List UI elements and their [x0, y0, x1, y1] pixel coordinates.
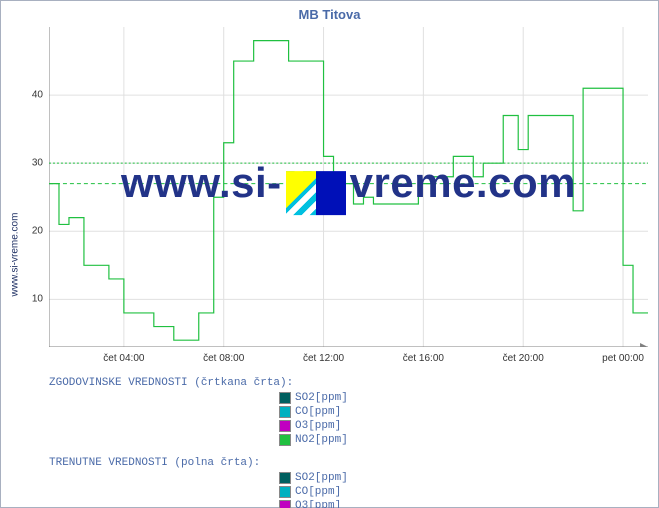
x-tick-label: čet 04:00 — [103, 353, 144, 364]
legend-label: O3[ppm] — [295, 419, 341, 433]
legend-swatch — [279, 486, 291, 498]
y-tick-label: 10 — [32, 294, 43, 305]
chart-title: MB Titova — [1, 7, 658, 22]
legend-swatch — [279, 500, 291, 508]
legend-label: CO[ppm] — [295, 485, 341, 499]
legend: ZGODOVINSKE VREDNOSTI (črtkana črta): SO… — [49, 371, 648, 501]
y-tick-label: 20 — [32, 226, 43, 237]
legend-item: CO[ppm] — [279, 405, 648, 419]
legend-swatch — [279, 472, 291, 484]
x-tick-label: čet 20:00 — [503, 353, 544, 364]
legend-item: SO2[ppm] — [279, 471, 648, 485]
legend-label: SO2[ppm] — [295, 471, 348, 485]
legend-item: NO2[ppm] — [279, 433, 648, 447]
legend-heading-current: TRENUTNE VREDNOSTI (polna črta): — [49, 457, 648, 469]
chart-svg — [49, 27, 648, 347]
legend-item: O3[ppm] — [279, 499, 648, 508]
legend-heading-historic: ZGODOVINSKE VREDNOSTI (črtkana črta): — [49, 377, 648, 389]
legend-item: SO2[ppm] — [279, 391, 648, 405]
legend-label: CO[ppm] — [295, 405, 341, 419]
legend-label: SO2[ppm] — [295, 391, 348, 405]
x-tick-label: pet 00:00 — [602, 353, 644, 364]
legend-swatch — [279, 406, 291, 418]
chart-container: www.si-vreme.com MB Titova www.si-vreme.… — [0, 0, 659, 508]
legend-label: O3[ppm] — [295, 499, 341, 508]
x-tick-label: čet 12:00 — [303, 353, 344, 364]
x-tick-label: čet 16:00 — [403, 353, 444, 364]
legend-swatch — [279, 420, 291, 432]
plot-area: www.si-vreme.com 10203040čet 04:00čet 08… — [49, 27, 648, 347]
y-tick-label: 40 — [32, 90, 43, 101]
legend-label: NO2[ppm] — [295, 433, 348, 447]
legend-swatch — [279, 434, 291, 446]
legend-swatch — [279, 392, 291, 404]
legend-item: CO[ppm] — [279, 485, 648, 499]
legend-item: O3[ppm] — [279, 419, 648, 433]
y-tick-label: 30 — [32, 158, 43, 169]
x-tick-label: čet 08:00 — [203, 353, 244, 364]
y-axis-label-left: www.si-vreme.com — [7, 1, 23, 507]
